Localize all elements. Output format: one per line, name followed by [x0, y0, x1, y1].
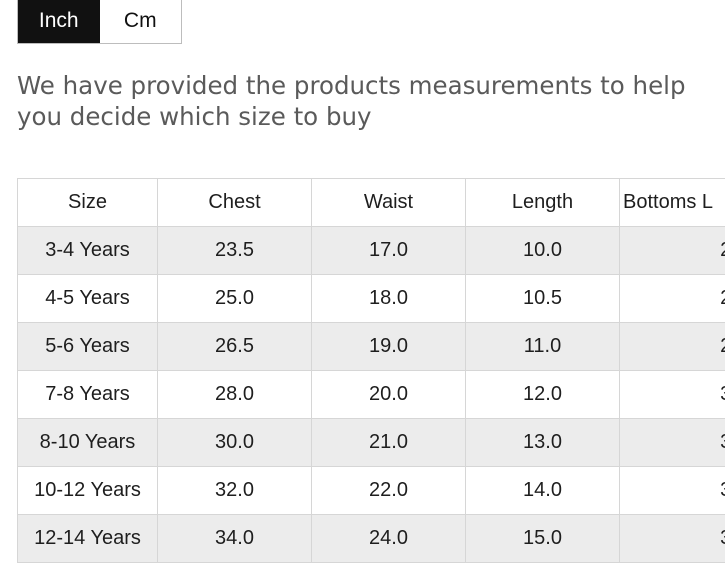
table-header-row: Size Chest Waist Length Bottoms L	[17, 178, 725, 227]
table-row: 7-8 Years 28.0 20.0 12.0 30.0	[17, 370, 725, 419]
size-cell: 5-6 Years	[17, 322, 158, 371]
chest-cell: 34.0	[157, 514, 312, 563]
waist-cell: 17.0	[311, 226, 466, 275]
size-cell: 3-4 Years	[17, 226, 158, 275]
chest-cell: 32.0	[157, 466, 312, 515]
size-chart-table: Size Chest Waist Length Bottoms L 3-4 Ye…	[17, 178, 725, 563]
length-cell: 12.0	[465, 370, 620, 419]
length-cell: 10.5	[465, 274, 620, 323]
table-row: 8-10 Years 30.0 21.0 13.0 32.0	[17, 418, 725, 467]
table-row: 3-4 Years 23.5 17.0 10.0 22.0	[17, 226, 725, 275]
cm-unit-button[interactable]: Cm	[99, 0, 181, 43]
size-cell: 4-5 Years	[17, 274, 158, 323]
length-cell: 11.0	[465, 322, 620, 371]
column-header-size: Size	[17, 178, 158, 227]
size-cell: 12-14 Years	[17, 514, 158, 563]
size-cell: 8-10 Years	[17, 418, 158, 467]
waist-cell: 22.0	[311, 466, 466, 515]
table-row: 5-6 Years 26.5 19.0 11.0 26.0	[17, 322, 725, 371]
waist-cell: 24.0	[311, 514, 466, 563]
size-cell: 10-12 Years	[17, 466, 158, 515]
column-header-waist: Waist	[311, 178, 466, 227]
length-cell: 14.0	[465, 466, 620, 515]
column-header-bottoms-length: Bottoms L	[619, 178, 725, 227]
bottoms-length-cell: 36.0	[619, 514, 725, 563]
length-cell: 10.0	[465, 226, 620, 275]
waist-cell: 19.0	[311, 322, 466, 371]
column-header-chest: Chest	[157, 178, 312, 227]
table-row: 10-12 Years 32.0 22.0 14.0 34.0	[17, 466, 725, 515]
length-cell: 15.0	[465, 514, 620, 563]
bottoms-length-cell: 26.0	[619, 322, 725, 371]
bottoms-length-cell: 24.0	[619, 274, 725, 323]
chest-cell: 28.0	[157, 370, 312, 419]
measurement-intro-text: We have provided the products measuremen…	[17, 71, 686, 131]
chest-cell: 30.0	[157, 418, 312, 467]
length-cell: 13.0	[465, 418, 620, 467]
bottoms-length-cell: 30.0	[619, 370, 725, 419]
table-row: 12-14 Years 34.0 24.0 15.0 36.0	[17, 514, 725, 563]
inch-unit-button[interactable]: Inch	[18, 0, 100, 43]
waist-cell: 18.0	[311, 274, 466, 323]
unit-toggle: Inch Cm	[17, 0, 182, 44]
size-cell: 7-8 Years	[17, 370, 158, 419]
chest-cell: 26.5	[157, 322, 312, 371]
chest-cell: 25.0	[157, 274, 312, 323]
bottoms-length-cell: 32.0	[619, 418, 725, 467]
chest-cell: 23.5	[157, 226, 312, 275]
waist-cell: 20.0	[311, 370, 466, 419]
bottoms-length-cell: 34.0	[619, 466, 725, 515]
size-chart-table-container[interactable]: Size Chest Waist Length Bottoms L 3-4 Ye…	[17, 178, 725, 573]
bottoms-length-cell: 22.0	[619, 226, 725, 275]
column-header-length: Length	[465, 178, 620, 227]
waist-cell: 21.0	[311, 418, 466, 467]
table-row: 4-5 Years 25.0 18.0 10.5 24.0	[17, 274, 725, 323]
